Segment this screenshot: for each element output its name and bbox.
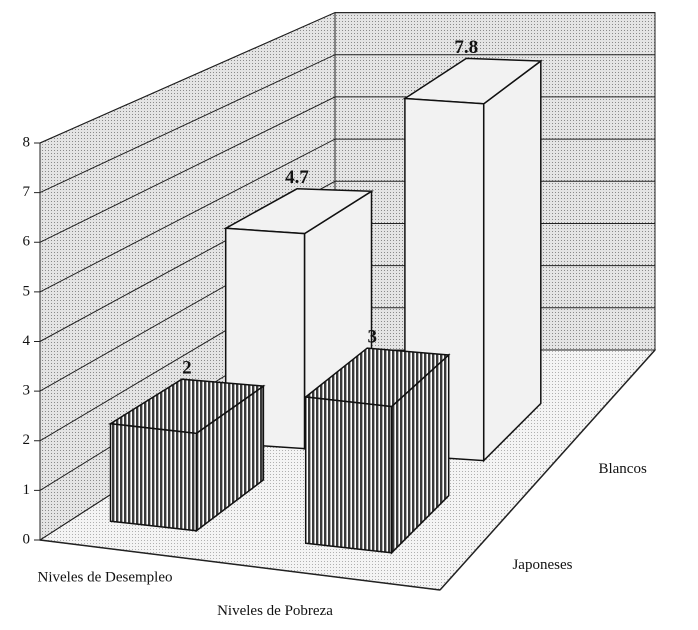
y-tick-label: 4: [23, 333, 31, 349]
value-label: 4.7: [285, 167, 309, 188]
grid-line: [39, 12, 655, 144]
value-label: 7.8: [454, 37, 478, 58]
legend-label: Japoneses: [512, 557, 572, 573]
y-tick-label: 7: [23, 184, 31, 200]
y-tick-label: 0: [23, 531, 31, 547]
y-tick-label: 6: [23, 234, 31, 250]
grid-line: [39, 180, 655, 342]
value-label: 3: [367, 326, 377, 347]
bar: [109, 422, 198, 532]
value-label: 2: [182, 358, 192, 379]
bar-side: [482, 59, 542, 463]
depth-axis: [439, 349, 656, 591]
y-tick-label: 5: [23, 283, 31, 299]
grid-line: [39, 138, 655, 293]
x-axis: [39, 539, 441, 591]
y-tick-label: 2: [23, 432, 31, 448]
legend-label: Blancos: [598, 461, 646, 477]
y-tick-label: 8: [23, 134, 31, 150]
x-tick-label: Niveles de Pobreza: [217, 603, 333, 619]
y-tick-label: 1: [23, 482, 31, 498]
y-tick-label: 3: [23, 383, 31, 399]
grid-line: [39, 54, 655, 194]
bar: [304, 396, 393, 554]
grid-line: [39, 96, 655, 243]
x-tick-label: Niveles de Desempleo: [38, 570, 173, 586]
